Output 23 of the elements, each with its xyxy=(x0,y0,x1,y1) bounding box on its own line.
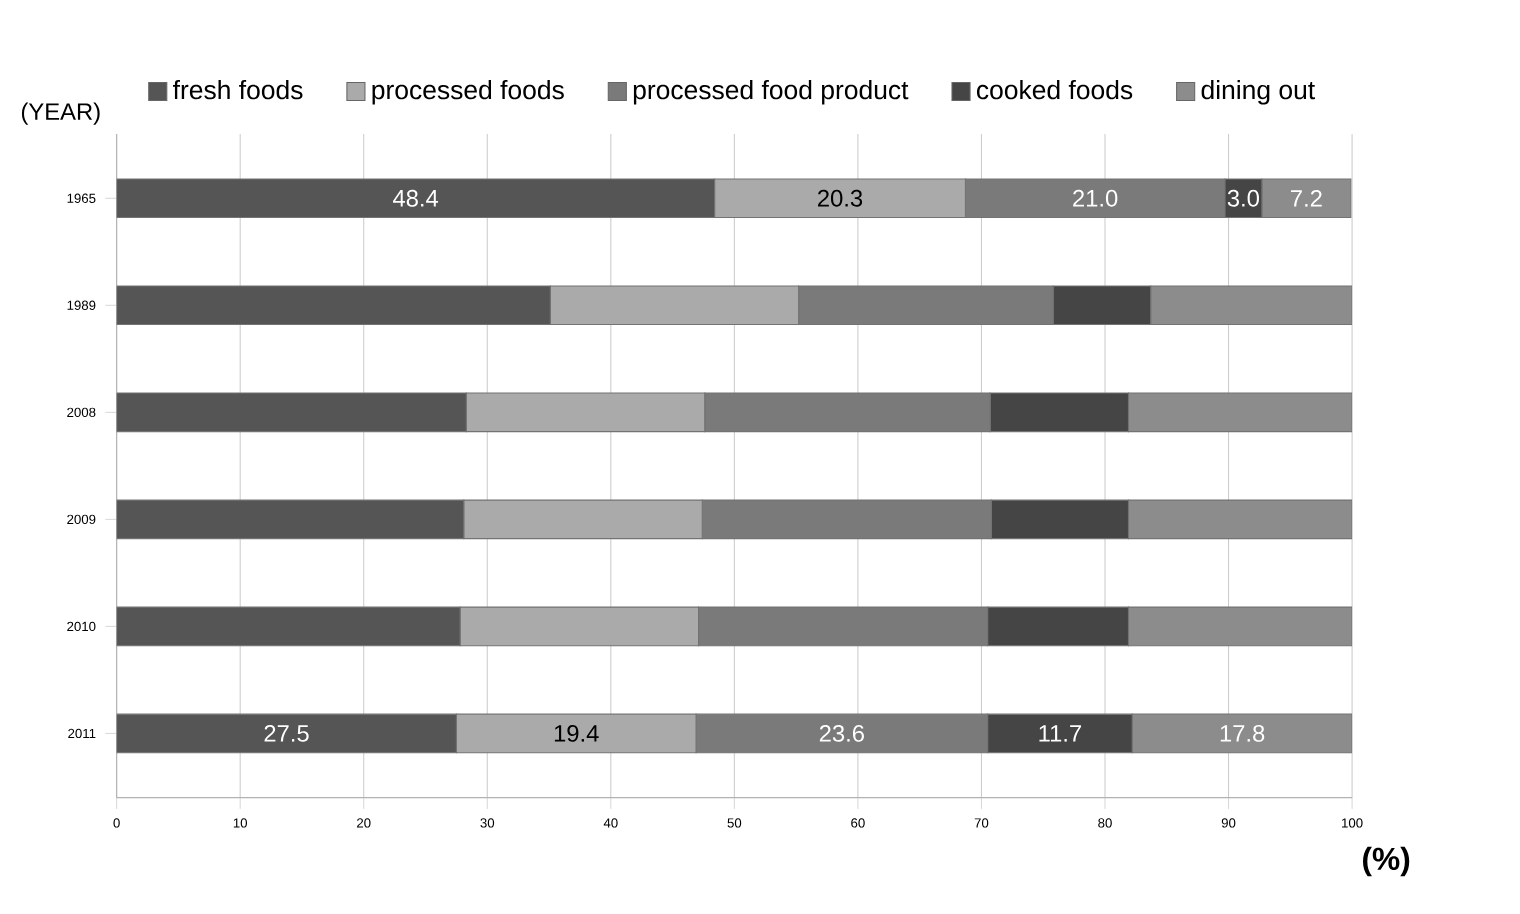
data-label: 7.2 xyxy=(1291,189,1322,207)
bar xyxy=(1127,606,1353,647)
bar xyxy=(1150,285,1353,325)
data-label: 3.0 xyxy=(1227,189,1259,207)
x-axis-title: (%) xyxy=(1363,846,1410,877)
data-label: 19.4 xyxy=(554,724,599,742)
data-label: 23.6 xyxy=(819,724,864,742)
legend-label: fresh foods xyxy=(172,79,303,100)
bar xyxy=(1127,499,1353,540)
data-label: 21.0 xyxy=(1073,189,1118,207)
data-label: 17.8 xyxy=(1220,724,1265,742)
legend-label: processed foods xyxy=(372,79,564,105)
data-label: 20.3 xyxy=(818,189,863,207)
bar xyxy=(1131,713,1353,754)
data-label: 48.4 xyxy=(392,189,439,207)
legend-label: dining out xyxy=(1201,79,1315,105)
bar xyxy=(1261,178,1352,218)
data-label: 27.5 xyxy=(264,724,309,742)
legend-label: cooked foods xyxy=(976,79,1133,100)
y-axis-title: (YEAR) xyxy=(21,102,100,125)
data-label: 11.7 xyxy=(1039,725,1081,742)
bar xyxy=(1127,392,1353,433)
legend-label: processed food product xyxy=(633,79,909,105)
